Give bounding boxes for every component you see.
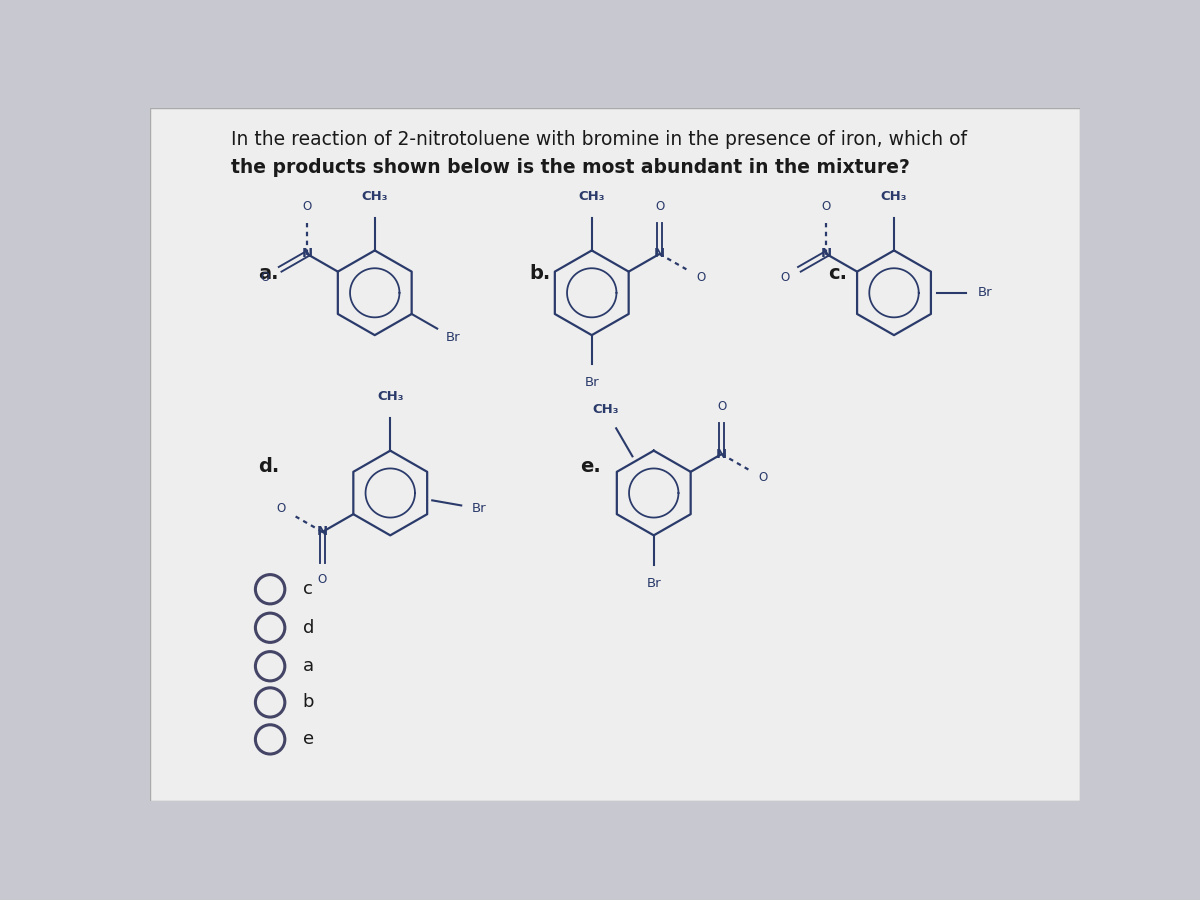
Text: c.: c. (828, 264, 847, 284)
Text: In the reaction of 2-nitrotoluene with bromine in the presence of iron, which of: In the reaction of 2-nitrotoluene with b… (232, 130, 967, 148)
Text: a.: a. (258, 264, 278, 284)
Text: the products shown below is the most abundant in the mixture?: the products shown below is the most abu… (232, 158, 911, 177)
Text: CH₃: CH₃ (592, 403, 618, 416)
Text: O: O (780, 271, 790, 284)
Text: O: O (302, 200, 312, 212)
Text: N: N (301, 248, 312, 260)
Text: CH₃: CH₃ (881, 190, 907, 203)
Text: N: N (716, 447, 727, 461)
Text: b.: b. (529, 264, 551, 284)
Text: O: O (318, 573, 328, 586)
Text: O: O (276, 501, 286, 515)
Text: O: O (696, 271, 706, 284)
Text: N: N (654, 248, 665, 260)
Text: O: O (758, 472, 768, 484)
Text: d: d (302, 619, 314, 637)
Text: Br: Br (446, 331, 461, 345)
Text: Br: Br (584, 376, 599, 390)
FancyBboxPatch shape (150, 108, 1080, 801)
Text: Br: Br (473, 502, 487, 515)
Text: b: b (302, 693, 314, 711)
Text: N: N (821, 248, 832, 260)
Text: d.: d. (258, 456, 280, 475)
Text: CH₃: CH₃ (361, 190, 388, 203)
Text: O: O (716, 400, 726, 413)
Text: Br: Br (977, 286, 992, 300)
Text: CH₃: CH₃ (377, 391, 403, 403)
Text: N: N (317, 526, 328, 538)
Text: Br: Br (647, 577, 661, 590)
Text: e: e (302, 731, 314, 749)
Text: e.: e. (580, 456, 601, 475)
Text: O: O (655, 200, 664, 212)
Text: CH₃: CH₃ (578, 190, 605, 203)
Text: O: O (822, 200, 830, 212)
Text: O: O (260, 271, 270, 284)
Text: c: c (302, 580, 312, 598)
Text: a: a (302, 657, 314, 675)
